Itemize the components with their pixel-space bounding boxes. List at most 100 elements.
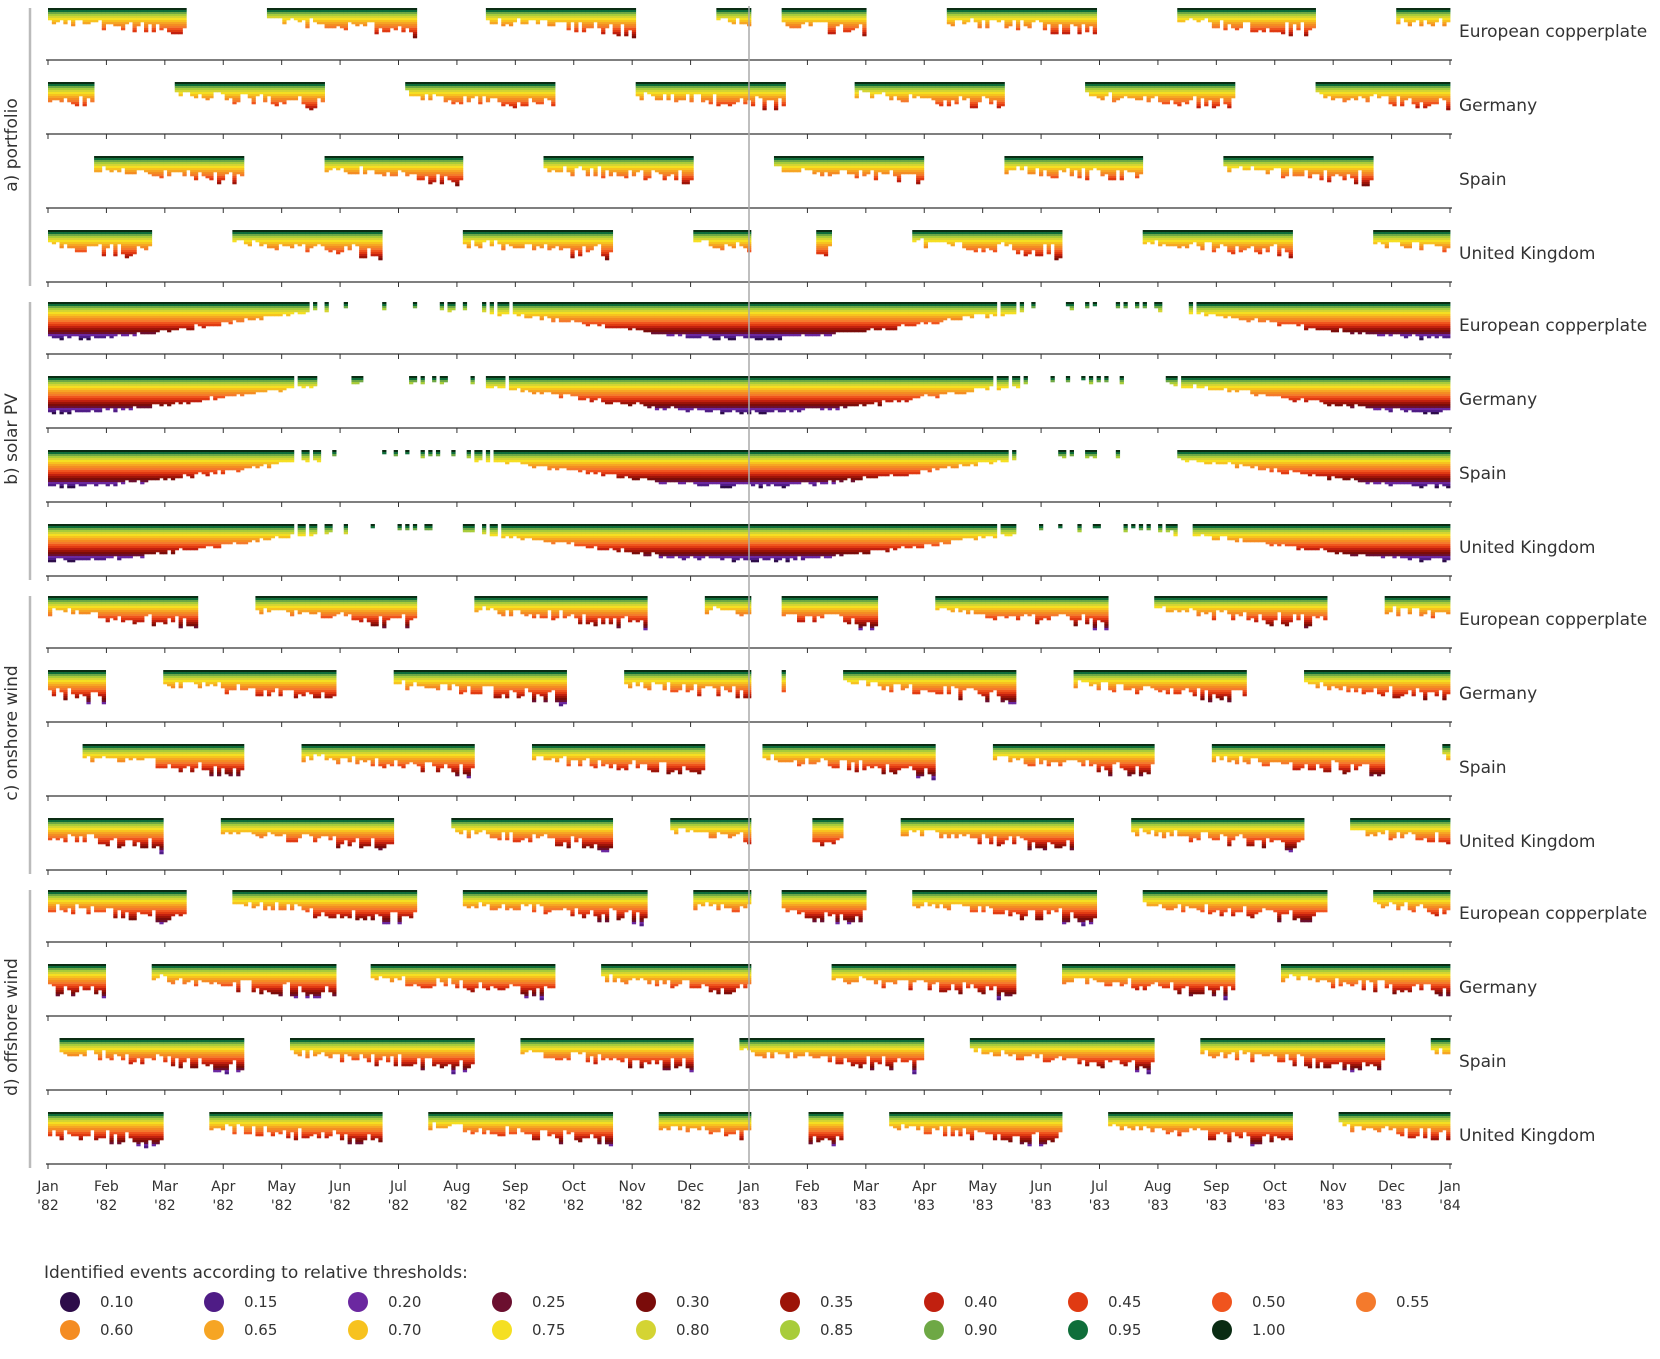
event-band (102, 14, 106, 16)
event-band (179, 32, 183, 34)
event-band (309, 12, 313, 14)
event-band (328, 26, 332, 28)
event-band (378, 22, 382, 24)
event-band (294, 8, 298, 10)
event-band (117, 10, 121, 12)
event-band (182, 18, 186, 20)
event-band (156, 8, 160, 10)
event-band (309, 16, 313, 18)
event-band (159, 14, 163, 16)
event-band (340, 14, 344, 16)
event-band (175, 32, 179, 34)
event-band (179, 22, 183, 24)
event-band (367, 8, 371, 10)
event-band (56, 18, 60, 20)
event-band (60, 10, 64, 12)
event-band (321, 8, 325, 10)
event-band (313, 16, 317, 18)
event-band (371, 10, 375, 12)
event-band (325, 16, 329, 18)
event-band (305, 14, 309, 16)
event-band (102, 24, 106, 26)
event-band (86, 20, 90, 22)
event-band (302, 10, 306, 12)
event-band (94, 18, 98, 20)
event-band (136, 18, 140, 20)
event-band (374, 26, 378, 28)
event-band (179, 20, 183, 22)
event-band (336, 14, 340, 16)
event-band (71, 18, 75, 20)
event-band (328, 20, 332, 22)
event-band (325, 18, 329, 20)
event-band (267, 16, 271, 18)
event-band (121, 8, 125, 10)
event-band (167, 16, 171, 18)
event-band (79, 8, 83, 10)
event-band (121, 10, 125, 12)
event-band (148, 14, 152, 16)
event-band (171, 28, 175, 30)
event-band (359, 22, 363, 24)
event-band (171, 16, 175, 18)
event-band (133, 16, 137, 18)
event-band (109, 18, 113, 20)
event-band (332, 14, 336, 16)
event-band (90, 12, 94, 14)
event-band (390, 18, 394, 20)
event-band (109, 8, 113, 10)
event-band (60, 12, 64, 14)
event-band (71, 14, 75, 16)
event-band (67, 10, 71, 12)
event-band (332, 12, 336, 14)
event-band (359, 20, 363, 22)
event-band (374, 30, 378, 32)
event-band (405, 12, 409, 14)
event-band (309, 14, 313, 16)
event-band (355, 22, 359, 24)
event-band (152, 20, 156, 22)
event-band (321, 16, 325, 18)
event-band (325, 14, 329, 16)
event-band (371, 14, 375, 16)
event-band (75, 18, 79, 20)
event-band (48, 10, 52, 12)
event-band (106, 12, 110, 14)
event-band (382, 14, 386, 16)
event-band (386, 10, 390, 12)
event-band (156, 16, 160, 18)
event-band (394, 20, 398, 22)
event-band (374, 24, 378, 26)
event-band (294, 12, 298, 14)
event-band (48, 8, 52, 10)
event-band (56, 12, 60, 14)
event-band (86, 22, 90, 24)
event-band (294, 18, 298, 20)
event-band (278, 10, 282, 12)
event-band (121, 24, 125, 26)
event-band (152, 28, 156, 30)
event-band (286, 18, 290, 20)
event-band (163, 26, 167, 28)
event-band (175, 10, 179, 12)
event-band (305, 10, 309, 12)
event-band (313, 18, 317, 20)
event-band (317, 10, 321, 12)
event-band (386, 26, 390, 28)
event-band (378, 26, 382, 28)
event-band (267, 8, 271, 10)
event-band (167, 26, 171, 28)
event-band (390, 24, 394, 26)
event-band (336, 8, 340, 10)
event-band (163, 10, 167, 12)
event-band (282, 10, 286, 12)
event-band (167, 8, 171, 10)
event-band (278, 8, 282, 10)
event-band (378, 10, 382, 12)
event-band (317, 22, 321, 24)
event-band (167, 22, 171, 24)
event-band (363, 22, 367, 24)
event-band (102, 20, 106, 22)
event-band (398, 24, 402, 26)
event-band (286, 16, 290, 18)
